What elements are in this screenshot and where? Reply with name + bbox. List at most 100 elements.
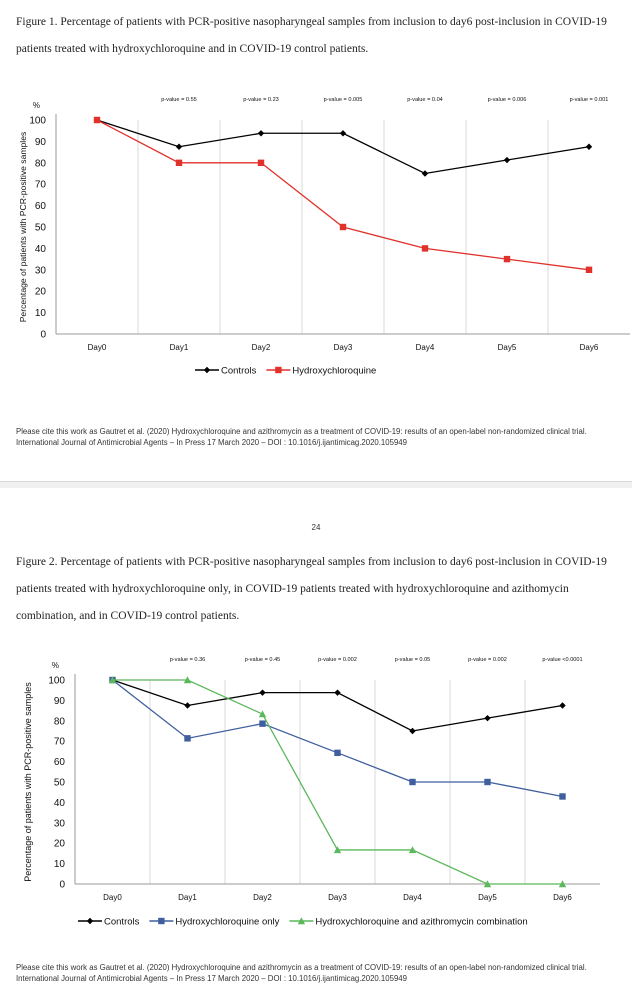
page-number: 24	[311, 523, 321, 532]
x-tick-label: Day5	[498, 343, 517, 352]
x-tick-label: Day3	[328, 893, 347, 902]
data-point	[93, 116, 101, 124]
legend-marker	[297, 917, 306, 925]
y-tick-label: 60	[54, 757, 66, 768]
data-point	[409, 727, 416, 735]
data-point	[503, 156, 511, 164]
data-point	[559, 793, 566, 800]
data-point	[339, 130, 347, 137]
x-tick-label: Day2	[252, 343, 271, 352]
x-tick-label: Day0	[103, 893, 122, 902]
data-point	[585, 143, 593, 150]
x-tick-label: Day1	[178, 893, 197, 902]
figure2-caption: Figure 2. Percentage of patients with PC…	[16, 556, 607, 622]
series-line	[112, 679, 563, 798]
y-tick-label: 40	[35, 244, 47, 255]
data-point	[333, 846, 342, 854]
data-point	[484, 778, 491, 786]
p-value-annotation: p-value = 0.006	[488, 97, 527, 103]
y-tick-label: 90	[35, 137, 47, 148]
y-tick-label: 70	[54, 737, 66, 748]
data-point	[108, 676, 117, 684]
legend-marker	[86, 917, 94, 925]
data-point	[421, 245, 429, 252]
y-tick-label: 90	[54, 696, 66, 707]
series-line	[96, 119, 590, 271]
legend-label: Hydroxychloroquine and azithromycin comb…	[315, 917, 527, 928]
y-tick-label: 30	[35, 265, 47, 276]
x-tick-label: Day2	[253, 893, 272, 902]
figure2-citation: Please cite this work as Gautret et al. …	[16, 963, 587, 983]
data-point	[259, 720, 266, 727]
series-line	[112, 679, 563, 732]
data-point	[559, 702, 566, 709]
y-tick-label: 10	[54, 859, 66, 870]
x-tick-label: Day4	[416, 343, 435, 352]
p-value-annotation: p-value = 0.001	[570, 97, 609, 103]
data-point	[408, 846, 417, 854]
figure1-caption: Figure 1. Percentage of patients with PC…	[16, 16, 607, 55]
y-tick-label: 0	[59, 880, 65, 891]
x-tick-label: Day0	[88, 343, 107, 352]
legend-label: Hydroxychloroquine	[292, 366, 376, 377]
data-point	[259, 689, 266, 696]
data-point	[257, 159, 265, 166]
p-value-annotation: p-value = 0.05	[395, 657, 431, 663]
legend-label: Controls	[221, 366, 257, 377]
data-point	[183, 676, 192, 684]
p-value-annotation: p-value = 0.55	[161, 97, 197, 103]
x-tick-label: Day6	[580, 343, 599, 352]
data-point	[409, 778, 416, 786]
y-tick-label: 100	[48, 676, 65, 687]
figure1-chart: 0 10 20 30 40 50 60 70 80 90 100% Percentage of pat…	[18, 97, 630, 377]
y-unit-label: %	[33, 101, 40, 110]
data-point	[257, 130, 265, 137]
figure2-chart: 0 10 20 30 40 50 60 70 80 90 100% Percentage of pat…	[23, 657, 600, 928]
x-tick-label: Day4	[403, 893, 422, 902]
legend-label: Hydroxychloroquine only	[175, 917, 279, 928]
data-point	[334, 689, 341, 696]
data-point	[175, 143, 183, 150]
x-tick-label: Day5	[478, 893, 497, 902]
y-tick-label: 0	[40, 330, 46, 341]
data-point	[184, 702, 191, 709]
y-tick-label: 20	[35, 287, 47, 298]
figure1-citation: Please cite this work as Gautret et al. …	[16, 427, 587, 447]
p-value-annotation: p-value = 0.002	[468, 657, 507, 663]
y-tick-label: 80	[54, 716, 66, 727]
x-tick-label: Day6	[553, 893, 572, 902]
p-value-annotation: p-value = 0.005	[324, 97, 363, 103]
data-point	[175, 159, 183, 166]
p-value-annotation: p-value = 0.23	[243, 97, 279, 103]
y-tick-label: 80	[35, 158, 47, 169]
legend-marker	[203, 366, 211, 374]
y-tick-label: 40	[54, 798, 66, 809]
series-line	[96, 119, 590, 175]
legend-marker	[158, 917, 165, 925]
p-value-annotation: p-value = 0.36	[170, 657, 206, 663]
data-point	[184, 735, 191, 742]
y-tick-label: 30	[54, 818, 66, 829]
y-axis-title: Percentage of patients with PCR-positive…	[23, 682, 33, 882]
data-point	[421, 170, 429, 177]
series-line	[112, 679, 563, 885]
legend-marker	[275, 366, 282, 374]
y-tick-label: 20	[54, 839, 66, 850]
data-point	[258, 710, 267, 718]
p-value-annotation: p-value = 0.45	[245, 657, 281, 663]
y-tick-label: 100	[29, 116, 46, 127]
y-tick-label: 60	[35, 201, 47, 212]
y-tick-label: 70	[35, 180, 47, 191]
x-tick-label: Day1	[170, 343, 189, 352]
data-point	[558, 880, 567, 888]
p-value-annotation: p-value = 0.002	[318, 657, 357, 663]
page-separator	[0, 481, 632, 488]
data-point	[585, 266, 593, 273]
data-point	[503, 255, 511, 263]
legend-label: Controls	[104, 917, 140, 928]
data-point	[334, 749, 341, 757]
data-point	[484, 714, 491, 722]
data-point	[339, 223, 347, 231]
y-axis-title: Percentage of patients with PCR-positive…	[18, 132, 28, 323]
y-unit-label: %	[52, 661, 59, 670]
